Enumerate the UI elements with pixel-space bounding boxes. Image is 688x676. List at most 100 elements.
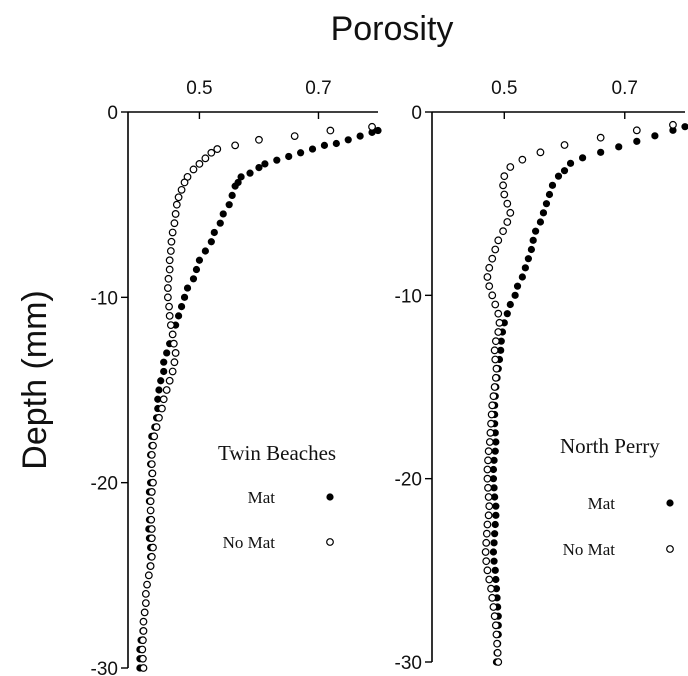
data-point: [150, 432, 159, 441]
data-point: [177, 303, 186, 311]
data-point: [527, 245, 535, 254]
data-point: [147, 515, 156, 524]
data-point: [159, 395, 168, 404]
legend-label: Mat: [588, 494, 616, 513]
data-point: [138, 654, 147, 663]
data-point: [166, 247, 175, 255]
data-point: [152, 423, 161, 431]
data-point: [491, 530, 499, 538]
data-point: [578, 154, 587, 162]
data-point: [488, 291, 497, 300]
data-point: [506, 208, 515, 217]
series-no-mat: [481, 120, 677, 666]
data-point: [290, 132, 299, 140]
data-point: [213, 145, 222, 153]
data-point: [189, 165, 198, 174]
data-point: [491, 245, 500, 254]
data-point: [542, 200, 551, 208]
data-point: [285, 152, 293, 161]
data-point: [216, 219, 224, 227]
data-point: [177, 185, 186, 194]
data-point: [491, 447, 499, 455]
chart-supertitle: Porosity: [331, 10, 454, 48]
data-point: [539, 209, 548, 217]
data-point: [320, 141, 329, 149]
data-point: [513, 282, 522, 290]
data-point: [147, 450, 156, 459]
data-point: [503, 218, 512, 226]
data-point: [491, 520, 499, 529]
data-point: [536, 218, 545, 226]
data-point: [139, 664, 148, 672]
data-point: [165, 376, 174, 385]
data-point: [219, 210, 227, 218]
data-point: [554, 172, 563, 180]
x-tick-label: 0.7: [305, 78, 331, 99]
data-point: [482, 529, 491, 538]
data-point: [165, 311, 174, 320]
data-point: [147, 460, 156, 469]
data-point: [138, 636, 147, 645]
data-point: [489, 392, 498, 401]
legend-marker: [326, 538, 334, 546]
data-point: [165, 256, 174, 265]
data-point: [490, 539, 498, 547]
data-point: [160, 367, 168, 376]
data-point: [140, 608, 149, 617]
data-point: [170, 358, 179, 367]
data-point: [491, 300, 500, 309]
y-tick-label: -20: [395, 470, 422, 491]
data-point: [170, 219, 179, 228]
legend-label: No Mat: [223, 533, 276, 552]
data-point: [237, 173, 245, 181]
data-point: [494, 309, 503, 318]
data-point: [146, 497, 155, 506]
data-point: [168, 228, 177, 237]
data-point: [486, 428, 495, 437]
panel-0: 0.5 0.7 0 -10 -20 -30 Twin Beaches Mat No Mat: [91, 78, 382, 676]
x-tick-label: 0.7: [612, 78, 638, 99]
y-tick-label: 0: [411, 103, 422, 124]
data-point: [255, 135, 263, 144]
data-point: [503, 310, 511, 318]
data-point: [165, 265, 174, 274]
legend-title: North Perry: [560, 434, 660, 458]
data-point: [483, 273, 492, 281]
data-point: [207, 148, 216, 157]
data-point: [488, 254, 497, 263]
data-point: [172, 200, 181, 209]
data-point: [491, 355, 500, 364]
data-point: [481, 548, 490, 556]
data-point: [146, 506, 155, 515]
data-point: [147, 525, 156, 533]
data-point: [499, 181, 507, 190]
data-point: [139, 627, 148, 635]
data-point: [484, 483, 492, 492]
data-point: [138, 645, 147, 654]
data-point: [164, 274, 173, 283]
data-point: [163, 349, 171, 357]
data-point: [231, 182, 239, 190]
data-point: [521, 264, 529, 272]
data-point: [183, 284, 192, 292]
data-point: [632, 126, 641, 135]
data-point: [225, 201, 233, 209]
data-point: [147, 552, 156, 561]
data-point: [489, 603, 498, 611]
data-point: [255, 164, 263, 172]
data-point: [487, 419, 495, 428]
data-point: [273, 156, 281, 164]
series-no-mat: [138, 122, 376, 672]
data-point: [174, 193, 183, 202]
data-point: [139, 617, 148, 626]
legend-marker: [666, 545, 674, 553]
data-point: [368, 122, 376, 131]
data-point: [493, 648, 502, 657]
data-point: [147, 488, 156, 496]
data-point: [189, 275, 198, 283]
data-point: [511, 291, 519, 299]
data-point: [492, 630, 501, 639]
data-point: [651, 132, 659, 140]
data-point: [491, 337, 500, 346]
data-point: [147, 534, 156, 543]
